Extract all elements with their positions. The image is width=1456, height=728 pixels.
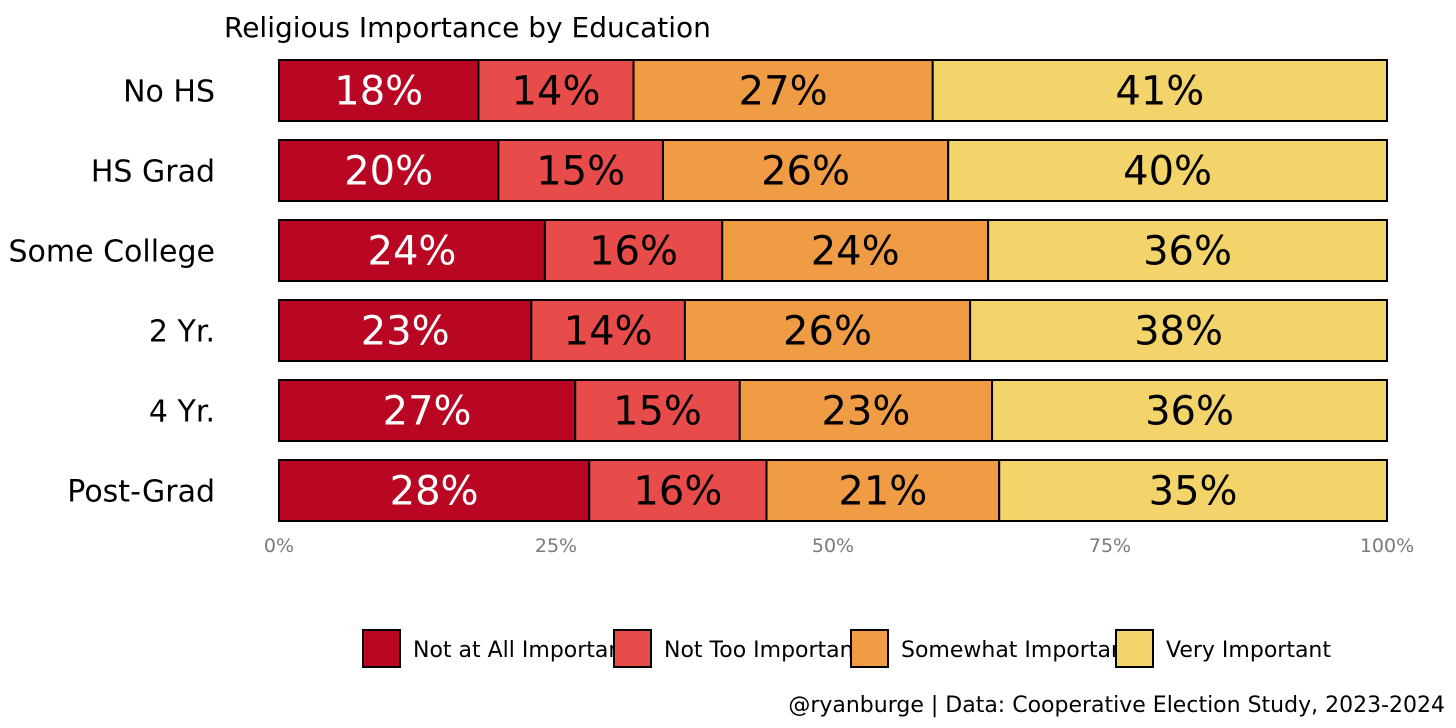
data-label: 14% [512, 69, 601, 115]
legend-swatch [850, 629, 889, 668]
bar-segment [278, 459, 591, 522]
bar-segment [765, 459, 1001, 522]
category-label: 4 Yr. [149, 395, 215, 430]
data-label: 41% [1115, 69, 1204, 115]
bar-segment [632, 59, 934, 122]
x-tick-label: 100% [1360, 535, 1414, 557]
category-label: HS Grad [91, 155, 215, 190]
bar-segment [278, 299, 533, 362]
data-label: 27% [383, 389, 472, 435]
data-label: 35% [1149, 469, 1238, 515]
bar-segment [497, 139, 664, 202]
data-label: 36% [1143, 229, 1232, 275]
bar-segment [998, 459, 1388, 522]
data-label: 26% [783, 309, 872, 355]
bar-segment [278, 139, 500, 202]
bar-segment [588, 459, 768, 522]
bar-segment [278, 379, 577, 442]
data-label: 24% [368, 229, 457, 275]
legend-label: Somewhat Important [901, 638, 1134, 663]
bar-segment [947, 139, 1388, 202]
category-label: Post-Grad [67, 475, 215, 510]
data-label: 40% [1123, 149, 1212, 195]
bar-segment [530, 299, 686, 362]
data-label: 14% [564, 309, 653, 355]
category-label: No HS [123, 75, 215, 110]
data-label: 18% [334, 69, 423, 115]
legend: Not at All Important Not Too Important Som… [362, 629, 1331, 668]
data-label: 28% [390, 469, 479, 515]
x-tick-label: 50% [812, 535, 854, 557]
bar-segment [969, 299, 1388, 362]
bar-segment [543, 219, 724, 282]
data-label: 27% [739, 69, 828, 115]
bar-segment [991, 379, 1389, 442]
category-label: Some College [8, 235, 215, 270]
x-tick-label: 25% [535, 535, 577, 557]
bar-segment [574, 379, 741, 442]
data-label: 24% [811, 229, 900, 275]
legend-swatch [1115, 629, 1154, 668]
bar-segment [738, 379, 994, 442]
legend-swatch [613, 629, 652, 668]
data-label: 20% [344, 149, 433, 195]
bar-segment [278, 219, 546, 282]
data-label: 15% [613, 389, 702, 435]
caption: @ryanburge | Data: Cooperative Election … [788, 693, 1445, 718]
data-label: 23% [361, 309, 450, 355]
bars-layer: No HS 18% 14% 27% 41% HS Grad 20% 15% 26% 40% Some… [8, 59, 1389, 522]
data-label: 38% [1134, 309, 1223, 355]
data-label: 36% [1145, 389, 1234, 435]
data-label: 23% [821, 389, 910, 435]
legend-label: Not Too Important [664, 638, 863, 663]
legend-label: Very Important [1166, 638, 1331, 663]
legend-label: Not at All Important [413, 638, 631, 663]
bar-segment [931, 59, 1388, 122]
bar-segment [477, 59, 635, 122]
x-tick-label: 75% [1089, 535, 1131, 557]
data-label: 21% [838, 469, 927, 515]
data-label: 16% [633, 469, 722, 515]
data-label: 15% [536, 149, 625, 195]
x-axis: 0% 25% 50% 75% 100% [264, 535, 1414, 557]
legend-swatch [362, 629, 401, 668]
data-label: 26% [761, 149, 850, 195]
data-label: 16% [589, 229, 678, 275]
x-tick-label: 0% [264, 535, 294, 557]
bar-segment [278, 59, 480, 122]
chart-title: Religious Importance by Education [224, 11, 711, 44]
category-label: 2 Yr. [149, 315, 215, 350]
bar-segment [987, 219, 1388, 282]
bar-segment [661, 139, 950, 202]
